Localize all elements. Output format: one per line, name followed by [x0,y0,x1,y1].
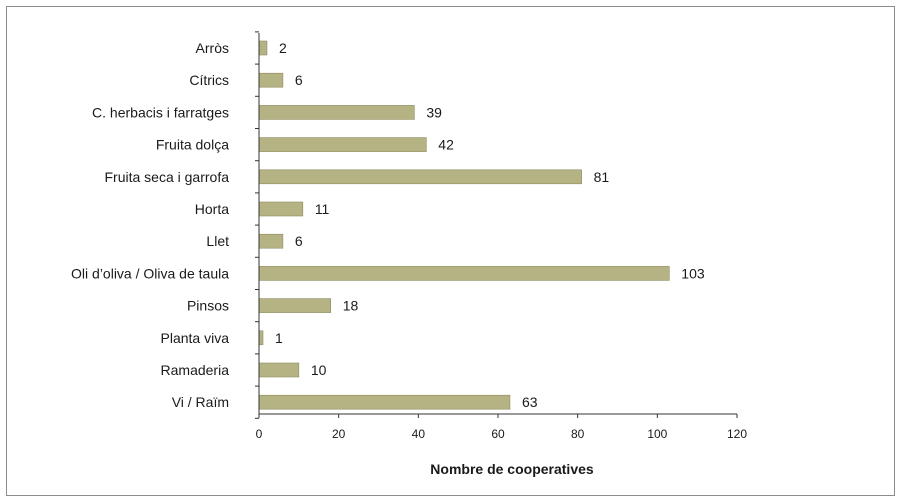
bar [258,169,582,185]
value-label: 103 [681,265,705,281]
value-label: 63 [522,394,538,410]
bar [258,137,427,152]
value-label: 2 [279,40,287,56]
value-label: 39 [426,104,442,120]
bar [258,298,331,313]
bar [258,72,284,88]
bar [258,201,304,217]
category-label: Vi / Raïm [172,394,229,410]
category-label: Llet [206,233,229,249]
category-label: Cítrics [189,72,229,88]
category-label: Pinsos [187,298,229,314]
category-label: Horta [195,201,229,217]
category-label: Fruita seca i garrofa [105,169,230,185]
category-label: Fruita dolça [156,137,229,153]
category-label: Ramaderia [161,362,230,378]
x-tick-label: 0 [256,427,263,441]
value-label: 1 [275,330,283,346]
x-tick-label: 120 [727,427,747,441]
bar [258,233,284,249]
x-axis-title: Nombre de cooperatives [430,461,594,477]
x-tick-label: 80 [571,427,585,441]
category-label: Planta viva [161,330,230,346]
bar [258,40,268,56]
value-label: 42 [438,137,454,153]
category-label: Oli d’oliva / Oliva de taula [71,265,229,281]
value-label: 6 [295,72,303,88]
bar [258,394,511,410]
x-tick-label: 20 [332,427,346,441]
value-label: 6 [295,233,303,249]
bar [258,105,415,120]
category-label: C. herbacis i farratges [92,104,229,120]
x-tick-label: 100 [647,427,667,441]
value-label: 11 [315,201,330,217]
value-label: 81 [594,169,610,185]
bar [258,330,264,346]
category-label: Arròs [196,40,229,56]
bar [258,266,670,281]
x-tick-label: 60 [491,427,505,441]
value-label: 18 [343,298,359,314]
bar [258,362,300,378]
value-label: 10 [311,362,327,378]
x-tick-label: 40 [412,427,426,441]
